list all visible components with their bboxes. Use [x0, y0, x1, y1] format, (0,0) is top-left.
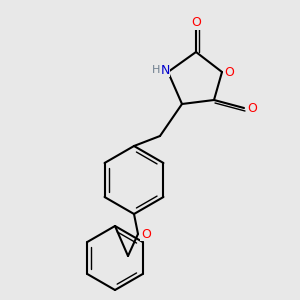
Text: O: O [224, 65, 234, 79]
Text: O: O [191, 16, 201, 29]
Text: O: O [141, 227, 151, 241]
Text: O: O [247, 101, 257, 115]
Text: N: N [160, 64, 170, 76]
Text: H: H [152, 65, 160, 75]
